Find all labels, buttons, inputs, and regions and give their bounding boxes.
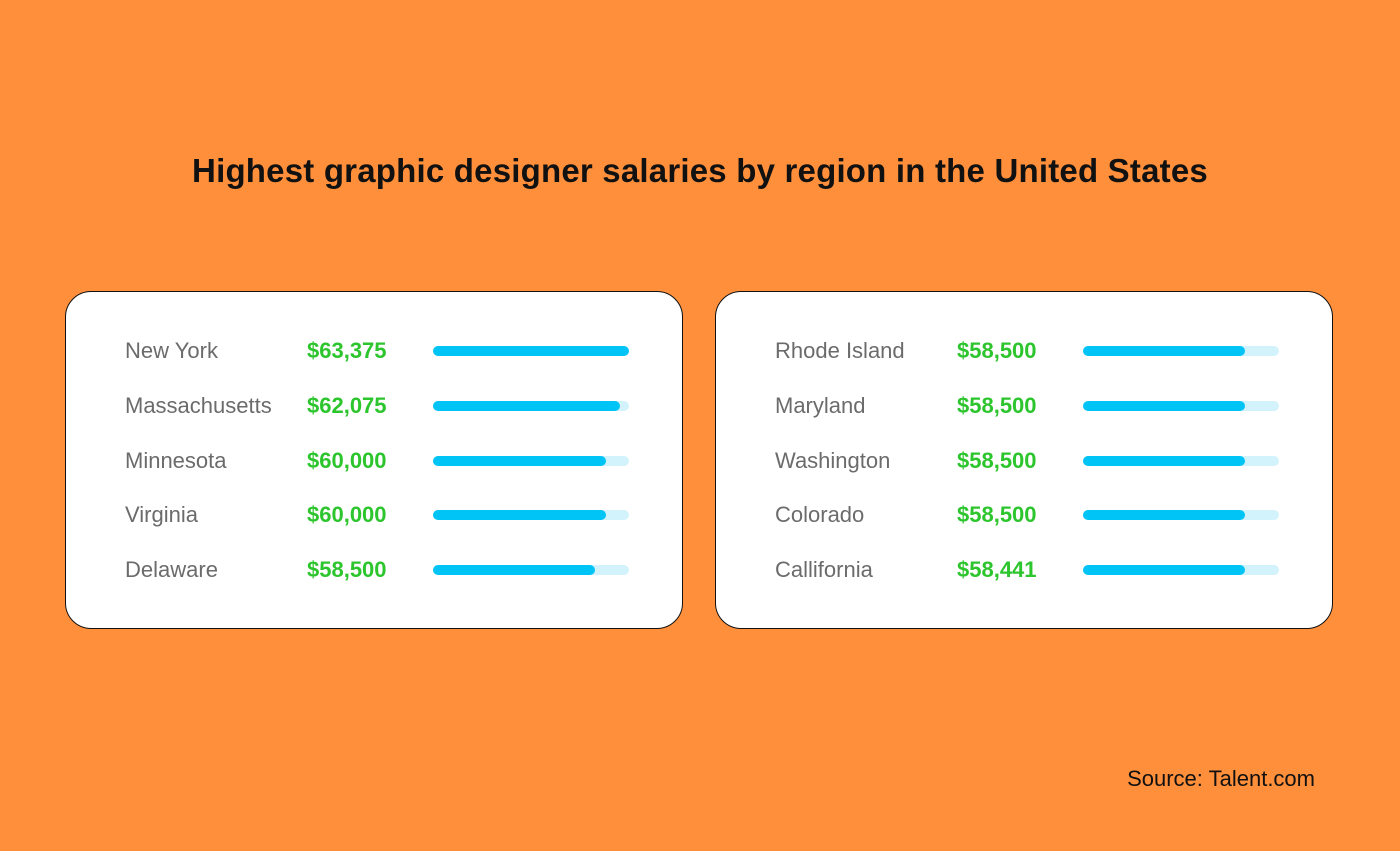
salary-bar-track bbox=[1083, 510, 1279, 521]
salary-value-label: $58,500 bbox=[957, 338, 1037, 363]
chart-title: Highest graphic designer salaries by reg… bbox=[192, 152, 1208, 189]
state-label: Maryland bbox=[775, 392, 866, 418]
salary-bar bbox=[433, 400, 621, 411]
salary-bar-track bbox=[1083, 400, 1279, 411]
salary-row: New York $63,375 bbox=[66, 336, 682, 366]
salary-row: Minnesota $60,000 bbox=[66, 446, 682, 476]
salary-bar-track bbox=[1083, 565, 1279, 575]
salary-bar bbox=[1083, 400, 1246, 411]
salary-row: Colorado $58,500 bbox=[716, 500, 1332, 530]
salary-row: Rhode Island $58,500 bbox=[716, 336, 1332, 366]
salary-bar-track bbox=[1083, 455, 1279, 466]
salary-value-label: $58,500 bbox=[307, 557, 387, 582]
state-label: Callifornia bbox=[775, 557, 873, 582]
salary-bar-track bbox=[433, 565, 629, 575]
salary-row: Virginia $60,000 bbox=[66, 500, 682, 530]
salary-value-label: $60,000 bbox=[307, 502, 387, 528]
state-label: Rhode Island bbox=[775, 338, 905, 363]
state-label: Delaware bbox=[125, 557, 218, 582]
salary-bar-track bbox=[1083, 346, 1279, 356]
salary-row: Washington $58,500 bbox=[716, 446, 1332, 476]
state-label: Virginia bbox=[125, 502, 198, 528]
salary-bar-track bbox=[433, 510, 629, 521]
salary-value-label: $60,000 bbox=[307, 447, 387, 473]
salary-value-label: $62,075 bbox=[307, 392, 387, 418]
salary-bar-track bbox=[433, 455, 629, 466]
state-label: Washington bbox=[775, 447, 891, 473]
salary-value-label: $58,500 bbox=[957, 502, 1037, 528]
salary-value-label: $58,441 bbox=[957, 557, 1037, 582]
salary-row: Massachusetts $62,075 bbox=[66, 391, 682, 421]
state-label: Colorado bbox=[775, 502, 865, 528]
salary-row: Maryland $58,500 bbox=[716, 391, 1332, 421]
salary-panel-left: New York $63,375 Massachusetts $62,075 Minne… bbox=[65, 291, 683, 629]
salary-bar-track bbox=[433, 400, 629, 411]
salary-bar bbox=[1083, 455, 1246, 466]
salary-bar-track bbox=[433, 346, 629, 356]
source-note: Source: Talent.com bbox=[1127, 766, 1315, 791]
salary-row: Callifornia $58,441 bbox=[716, 555, 1332, 585]
salary-bar bbox=[433, 510, 606, 521]
salary-bar bbox=[433, 455, 606, 466]
state-label: New York bbox=[125, 338, 218, 363]
salary-bar bbox=[1083, 565, 1245, 575]
salary-panel-right: Rhode Island $58,500 Maryland $58,500 Washin… bbox=[715, 291, 1333, 629]
state-label: Minnesota bbox=[125, 447, 227, 473]
salary-value-label: $58,500 bbox=[957, 447, 1037, 473]
state-label: Massachusetts bbox=[125, 392, 272, 418]
salary-bar bbox=[433, 346, 629, 356]
salary-bar bbox=[433, 565, 596, 575]
salary-row: Delaware $58,500 bbox=[66, 555, 682, 585]
salary-bar bbox=[1083, 510, 1246, 521]
salary-value-label: $63,375 bbox=[307, 338, 387, 363]
salary-value-label: $58,500 bbox=[957, 392, 1037, 418]
salary-bar bbox=[1083, 346, 1246, 356]
